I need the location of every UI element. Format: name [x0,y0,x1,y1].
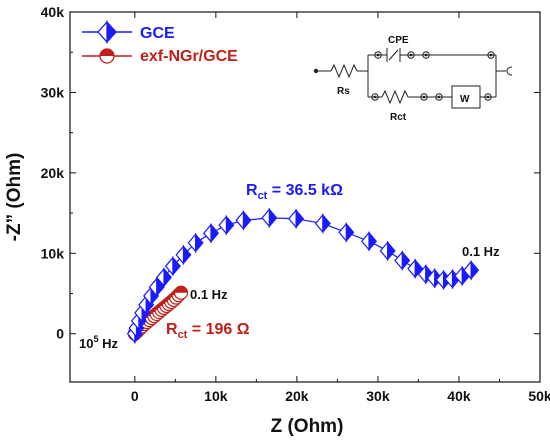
gce-point [155,267,173,288]
legend-label-gce: GCE [140,25,175,42]
x-tick-label: 30k [366,388,390,404]
axes: 0 10k 20k 30k 40k 50k 0 10k 20k 30k 40k [41,4,550,404]
ngr-point [173,285,189,300]
y-tick-label: 10k [41,245,65,261]
y-tick-label: 20k [41,165,65,181]
y-tick-label: 30k [41,84,65,100]
gce-point [235,210,252,231]
circuit-w-label: W [460,94,470,105]
x-tick-label: 40k [447,388,471,404]
gce-rct-label: Rct = 36.5 kΩ [246,182,343,202]
rct-resistor [381,89,409,105]
gce-point [175,244,192,266]
legend-item-gce: GCE [82,20,175,44]
gce-point [463,260,480,281]
x-tick-label: 10k [204,388,228,404]
gce-point [218,215,235,236]
gce-point [361,231,378,252]
gce-freq-low-label: 0.1 Hz [462,244,500,259]
gce-point [444,268,461,290]
gce-point [261,207,278,229]
gce-point [164,256,181,277]
y-tick-label: 40k [41,4,65,20]
circuit-cpe-label: CPE [388,35,409,46]
legend-item-exf-ngr-gce: exf-NGr/GCE [82,48,238,65]
circuit-rct-label: Rct [390,112,407,123]
legend-label-exf-ngr-gce: exf-NGr/GCE [140,48,238,65]
x-axis-title: Z (Ohm) [271,416,344,437]
gce-point [338,222,355,243]
x-tick-label: 20k [285,388,309,404]
y-tick-label: 0 [56,326,64,342]
legend-marker-gce [106,20,117,44]
gce-point [288,208,305,229]
gce-point [314,213,331,234]
ngr-rct-label: Rct = 196 Ω [166,321,250,341]
gce-point [148,276,165,298]
gce-point [202,223,220,244]
y-axis-title: -Z” (Ohm) [4,153,25,242]
plot-frame [69,11,541,383]
circuit-rs-label: Rs [337,86,350,97]
legend: GCE exf-NGr/GCE [82,20,238,65]
x-tick-label: 50k [528,388,550,404]
series-gce [126,207,480,344]
gce-point [187,232,204,253]
gce-point [407,258,424,279]
rs-resistor [330,63,358,79]
equivalent-circuit [313,48,513,109]
x-tick-label: 0 [131,388,139,404]
freq-high-label: 105 Hz [79,334,118,351]
gce-point [379,240,396,262]
gce-point [394,250,411,271]
ngr-freq-low-label: 0.1 Hz [190,287,228,302]
